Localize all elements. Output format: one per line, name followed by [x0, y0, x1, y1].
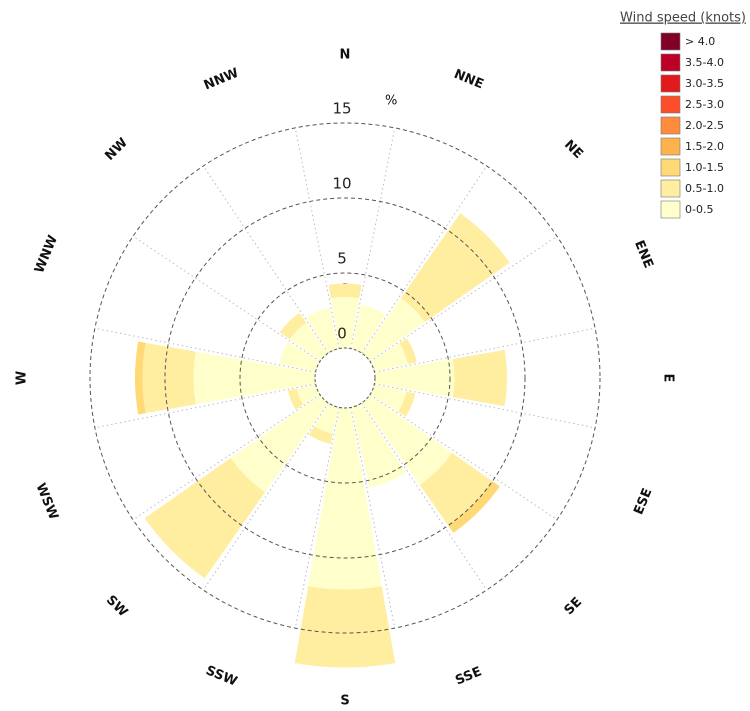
wedge [296, 384, 320, 405]
legend-swatch [660, 158, 681, 177]
grid-circle [314, 347, 376, 409]
direction-label: SE [562, 595, 586, 619]
r-tick-label: 10 [332, 175, 351, 193]
wedge [308, 407, 382, 590]
wedge [294, 586, 396, 668]
legend-swatch [660, 137, 681, 156]
wedge [351, 304, 386, 353]
wedge [135, 341, 146, 415]
legend-swatch [660, 179, 681, 198]
wedge [330, 297, 360, 349]
direction-label: ENE [631, 238, 656, 270]
wedge [362, 395, 452, 485]
legend-label: 2.0-2.5 [685, 119, 724, 132]
wedge [193, 351, 316, 405]
legend-swatch [660, 95, 681, 114]
wedge [399, 338, 417, 365]
wedge [314, 403, 339, 434]
wedge [279, 341, 320, 372]
wedge [398, 391, 416, 417]
wedge [351, 403, 406, 488]
legend-label: 0.5-1.0 [685, 182, 724, 195]
wedge [144, 458, 265, 579]
legend-label: 2.5-3.0 [685, 98, 724, 111]
radial-line [94, 383, 316, 429]
radial-line [202, 165, 329, 354]
radial-line [294, 407, 340, 629]
legend-swatch [660, 74, 681, 93]
direction-label: NNE [452, 67, 486, 93]
direction-label: WSW [32, 481, 60, 522]
legend-label: 3.5-4.0 [685, 56, 724, 69]
wedge [289, 322, 328, 361]
radial-line [132, 235, 321, 362]
legend-swatch [660, 116, 681, 135]
radial-unit: % [385, 94, 397, 109]
wedge [308, 426, 333, 444]
radial-line [294, 127, 340, 349]
radial-line [350, 127, 396, 349]
direction-label: SSW [204, 663, 240, 689]
wedge [142, 342, 196, 414]
legend-label: 1.5-2.0 [685, 140, 724, 153]
r-tick-label: 0 [337, 325, 347, 343]
wedge [419, 452, 493, 526]
wedge [374, 358, 455, 398]
wedge [362, 298, 425, 361]
direction-label: W [15, 371, 30, 385]
wedge [230, 395, 328, 493]
radial-line [132, 394, 321, 521]
legend-label: 1.0-1.5 [685, 161, 724, 174]
direction-label: SSE [453, 664, 484, 688]
legend-swatch [660, 32, 681, 51]
wedge [279, 312, 307, 340]
wedge [452, 349, 507, 407]
direction-label: E [661, 374, 676, 383]
legend-label: > 4.0 [685, 35, 715, 48]
radial-line [350, 407, 396, 629]
direction-label: S [340, 694, 349, 709]
radial-line [374, 383, 596, 429]
legend-swatch [660, 200, 681, 219]
wedge [328, 283, 362, 299]
direction-label: NE [561, 137, 586, 162]
legend-title: Wind speed (knots) [620, 11, 746, 26]
direction-label: SW [103, 593, 130, 620]
grid-circle [89, 122, 601, 634]
r-tick-label: 15 [332, 100, 351, 118]
wedge [306, 307, 339, 353]
legend-label: 0-0.5 [685, 203, 713, 216]
radial-line [374, 327, 596, 373]
wedge [287, 388, 304, 410]
radial-line [361, 165, 488, 354]
direction-label: ESE [631, 486, 655, 517]
radial-line [369, 235, 558, 362]
radial-line [369, 394, 558, 521]
radial-line [94, 327, 316, 373]
radial-line [202, 402, 329, 591]
wedge [400, 213, 510, 323]
wedge [448, 481, 500, 533]
grid-circle [164, 197, 526, 559]
grid-circle [239, 272, 451, 484]
r-tick-label: 5 [337, 250, 347, 268]
legend-label: 3.0-3.5 [685, 77, 724, 90]
direction-label: WNW [32, 233, 61, 275]
direction-label: NW [102, 135, 130, 163]
radial-line [361, 402, 488, 591]
wedge [370, 384, 407, 412]
wedge [370, 343, 408, 372]
legend-swatch [660, 53, 681, 72]
direction-label: NNW [202, 66, 241, 94]
direction-label: N [340, 48, 351, 63]
